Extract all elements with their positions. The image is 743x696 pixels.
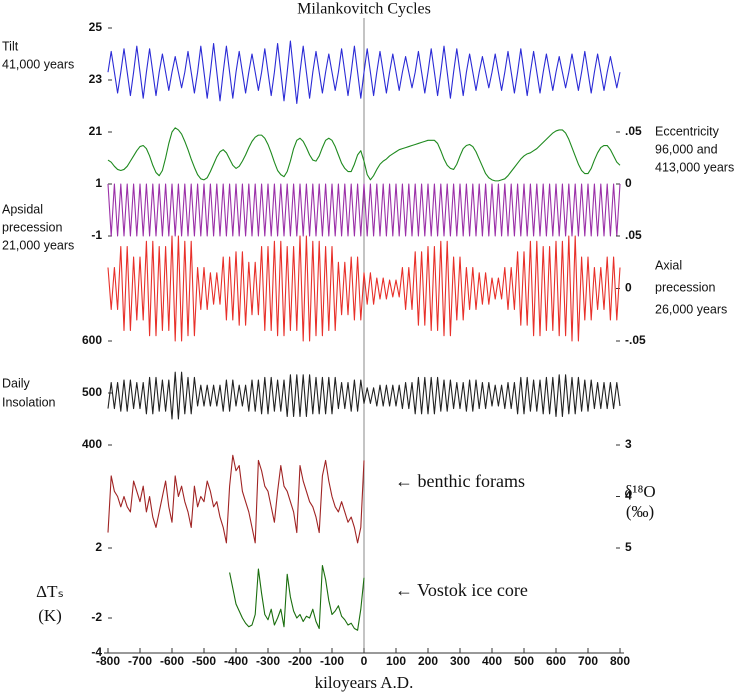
series-label: precession — [2, 220, 62, 234]
x-tick-label: 500 — [514, 654, 534, 668]
series-line — [107, 127, 621, 182]
y-tick-label: 0 — [625, 176, 632, 190]
x-tick-label: -400 — [224, 654, 248, 668]
x-tick-label: -100 — [320, 654, 344, 668]
series-label: Daily — [2, 376, 31, 390]
series-label: Tilt — [2, 39, 19, 53]
y-tick-label: .05 — [625, 228, 642, 242]
y-tick-label: -.05 — [625, 333, 646, 347]
x-tick-label: -700 — [128, 654, 152, 668]
series-label: Eccentricity — [655, 124, 720, 138]
y-axis-label: (‰) — [626, 502, 654, 521]
y-tick-label: 1 — [95, 176, 102, 190]
x-tick-label: 600 — [546, 654, 566, 668]
x-tick-label: -300 — [256, 654, 280, 668]
y-tick-label: 21 — [89, 124, 103, 138]
x-axis-label: kiloyears A.D. — [315, 673, 414, 692]
y-tick-label: 4 — [625, 489, 632, 503]
x-tick-label: 200 — [418, 654, 438, 668]
series-label: ← benthic forams — [395, 471, 525, 491]
y-tick-label: -2 — [91, 610, 102, 624]
series-label: 96,000 and — [655, 142, 718, 156]
x-tick-label: -800 — [96, 654, 120, 668]
series-label: Apsidal — [2, 202, 43, 216]
series-line — [107, 235, 621, 342]
series-label: Axial — [655, 258, 682, 272]
y-tick-label: 500 — [82, 385, 102, 399]
y-tick-label: .05 — [625, 124, 642, 138]
series-line — [107, 183, 621, 237]
y-tick-label: 0 — [625, 281, 632, 295]
series-label: Insolation — [2, 395, 56, 409]
y-tick-label: -4 — [91, 645, 102, 659]
y-tick-label: 2 — [95, 540, 102, 554]
series-label: 26,000 years — [655, 302, 727, 316]
series-label: ← Vostok ice core — [395, 580, 528, 600]
series-label: precession — [655, 280, 715, 294]
series-line — [107, 454, 365, 544]
x-tick-label: 800 — [610, 654, 630, 668]
series-label: 21,000 years — [2, 238, 74, 252]
y-axis-label: (K) — [38, 606, 62, 625]
x-tick-label: -200 — [288, 654, 312, 668]
y-tick-label: -1 — [91, 228, 102, 242]
series-line — [107, 371, 621, 420]
x-tick-label: 300 — [450, 654, 470, 668]
series-line — [229, 564, 365, 631]
y-tick-label: 400 — [82, 437, 102, 451]
y-tick-label: 25 — [89, 20, 103, 34]
x-tick-label: -600 — [160, 654, 184, 668]
series-label: 41,000 years — [2, 57, 74, 71]
y-tick-label: 5 — [625, 540, 632, 554]
x-tick-label: 100 — [386, 654, 406, 668]
y-axis-label: δ¹⁸O — [624, 482, 655, 501]
chart-title: Milankovitch Cycles — [297, 1, 431, 18]
x-tick-label: -500 — [192, 654, 216, 668]
series-label: 413,000 years — [655, 160, 734, 174]
y-tick-label: 23 — [89, 72, 103, 86]
y-tick-label: 3 — [625, 437, 632, 451]
y-axis-label: ΔTₛ — [36, 582, 64, 601]
y-tick-label: 600 — [82, 333, 102, 347]
x-tick-label: 400 — [482, 654, 502, 668]
x-tick-label: 700 — [578, 654, 598, 668]
x-tick-label: 0 — [361, 654, 368, 668]
series-line — [107, 40, 621, 104]
